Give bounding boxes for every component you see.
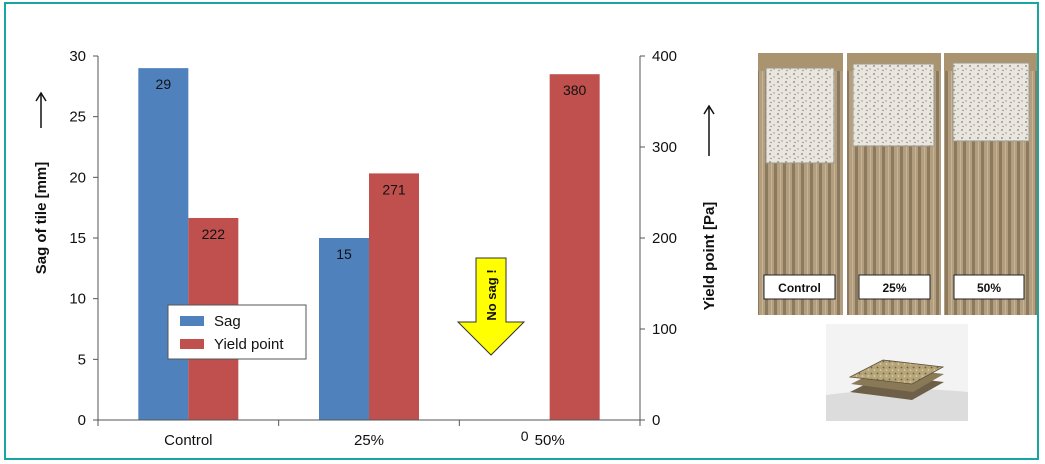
y-tick-label: 25 [69, 109, 86, 126]
photo-50: 50% [944, 53, 1037, 315]
y-tick-label: 30 [69, 48, 86, 65]
x-tick-label: 50% [535, 432, 565, 449]
photo-label-box-50 [953, 274, 1025, 300]
legend: Sag Yield point [167, 304, 307, 360]
photo-25: 25% [847, 53, 941, 315]
data-label-sag: 29 [156, 76, 172, 92]
y-axis-title: Sag of tile [mm] [33, 162, 50, 275]
legend-label-yield-point: Yield point [214, 336, 284, 353]
tile-stack-top [848, 359, 945, 385]
y-tick-label: 15 [69, 230, 86, 247]
bar-yield-point [369, 173, 419, 420]
y2-axis-title: Yield point [Pa] [701, 202, 718, 311]
data-label-yield-point: 271 [382, 181, 406, 197]
photo-label-25: 25% [882, 281, 906, 295]
y-tick-label: 20 [69, 169, 86, 186]
y2-tick-label: 200 [652, 230, 677, 247]
tile-25 [852, 63, 935, 147]
x-tick-label: 25% [354, 432, 384, 449]
data-label-yield-point: 380 [563, 82, 587, 98]
legend-label-sag: Sag [214, 313, 241, 330]
photo-control: Control [758, 53, 843, 315]
y-tick-label: 0 [78, 412, 86, 429]
no-sag-callout: No sag ! [456, 257, 526, 356]
y2-tick-label: 400 [652, 48, 677, 65]
y2-tick-label: 100 [652, 321, 677, 338]
photo-label-50: 50% [977, 281, 1001, 295]
x-tick-label: Control [164, 432, 212, 449]
photo-panel: Control 25% 50% [758, 53, 1037, 421]
legend-box [167, 304, 307, 360]
data-label-yield-point: 222 [202, 226, 226, 242]
y-axis-arrowhead-icon [35, 91, 47, 102]
legend-swatch-sag [180, 316, 204, 326]
tile-50 [952, 62, 1030, 142]
legend-swatch-yield-point [180, 339, 204, 349]
bar-sag [319, 238, 369, 420]
tile-control [765, 67, 835, 164]
bars-group: 29 222 15 271 0 380 [138, 68, 600, 444]
bar-yield-point [549, 74, 600, 420]
bar-sag [138, 68, 189, 420]
y2-tick-label: 0 [652, 412, 660, 429]
data-label-sag: 15 [336, 246, 352, 262]
y2-axis-arrowhead-icon [703, 104, 715, 115]
y-tick-label: 10 [69, 291, 86, 308]
y-tick-label: 5 [78, 351, 86, 368]
y2-tick-label: 300 [652, 139, 677, 156]
data-label-sag: 0 [521, 428, 529, 444]
no-sag-label: No sag ! [484, 269, 499, 320]
photo-label-box-control [763, 274, 836, 300]
photo-label-control: Control [778, 281, 821, 295]
mortar-top-edge [758, 53, 843, 71]
photo-surface [826, 389, 968, 421]
photo-label-box-25 [858, 274, 931, 300]
photo-tile-stack [826, 324, 968, 421]
down-arrow-icon [456, 257, 526, 356]
